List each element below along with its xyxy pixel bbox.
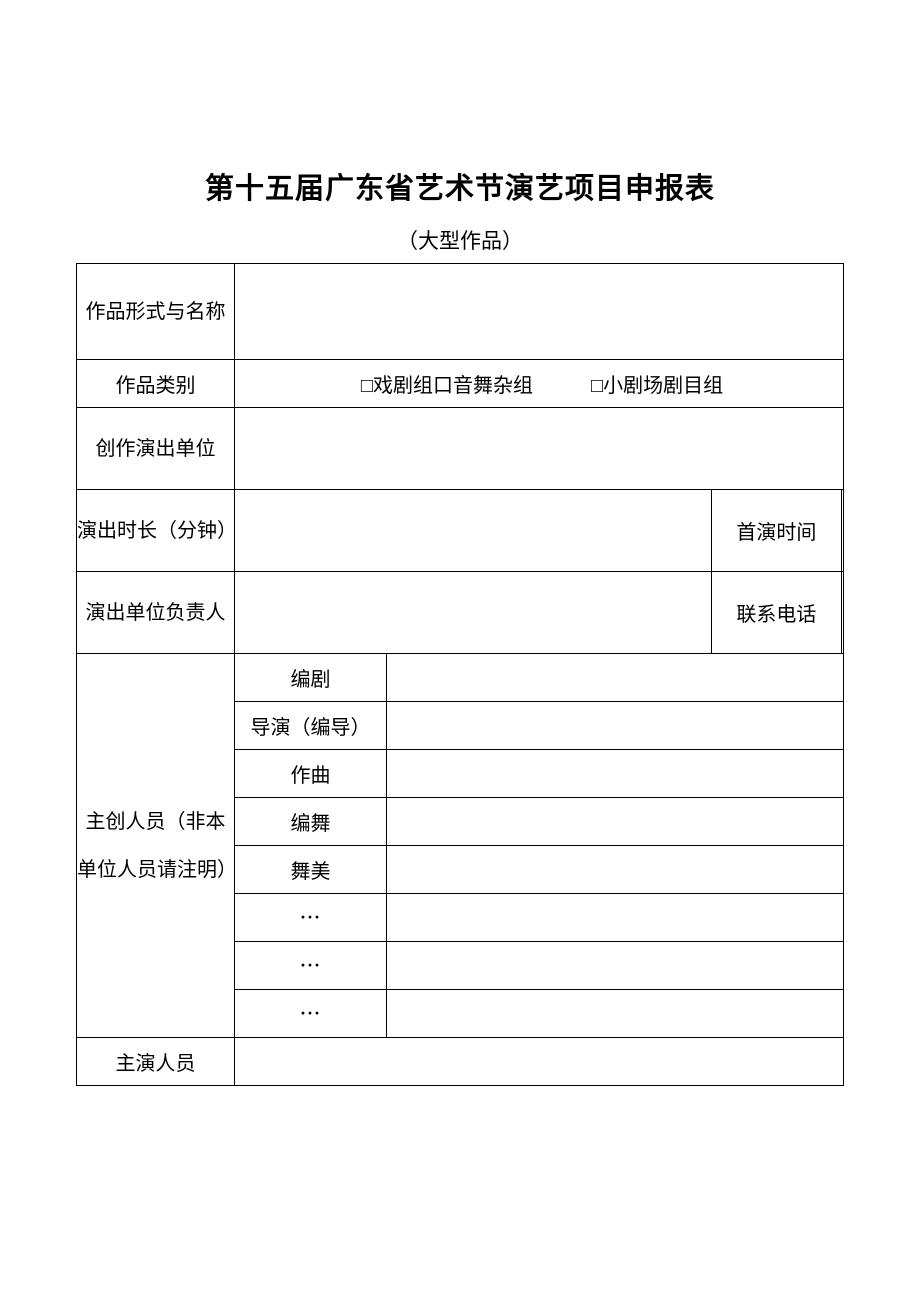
table-row: 主创人员（非本单位人员请注明） 编剧 xyxy=(77,654,844,702)
duration-label: 演出时长（分钟） xyxy=(77,490,235,572)
composer-value[interactable] xyxy=(387,750,844,798)
ellipsis-label: ··· xyxy=(235,942,387,990)
screenwriter-label: 编剧 xyxy=(235,654,387,702)
extra-value-3[interactable] xyxy=(387,990,844,1038)
director-value[interactable] xyxy=(387,702,844,750)
page-subtitle: （大型作品） xyxy=(0,225,920,255)
extra-value-1[interactable] xyxy=(387,894,844,942)
row-label: 创作演出单位 xyxy=(96,438,216,460)
work-form-label: 作品形式与名称 xyxy=(77,264,235,360)
premiere-time-value[interactable] xyxy=(841,490,843,572)
checkbox-drama-group[interactable]: □戏剧组口音舞杂组 xyxy=(361,375,533,397)
contact-phone-value[interactable] xyxy=(841,572,843,654)
creative-staff-label: 主创人员（非本单位人员请注明） xyxy=(77,654,235,1038)
category-options[interactable]: □戏剧组口音舞杂组 □小剧场剧目组 xyxy=(235,360,844,408)
table-row: 创作演出单位 xyxy=(77,408,844,490)
stage-design-label: 舞美 xyxy=(235,846,387,894)
row-label: 主创人员（非本单位人员请注明） xyxy=(77,811,237,881)
ellipsis-label: ··· xyxy=(235,894,387,942)
row-label: 演出单位负责人 xyxy=(86,602,226,624)
contact-phone-label: 联系电话 xyxy=(711,572,841,654)
choreographer-label: 编舞 xyxy=(235,798,387,846)
table-row: 主演人员 xyxy=(77,1038,844,1086)
work-form-value[interactable] xyxy=(235,264,844,360)
composer-label: 作曲 xyxy=(235,750,387,798)
lead-actors-value[interactable] xyxy=(235,1038,844,1086)
category-label: 作品类别 xyxy=(77,360,235,408)
checkbox-small-theater[interactable]: □小剧场剧目组 xyxy=(591,375,723,397)
unit-leader-label: 演出单位负责人 xyxy=(77,572,235,654)
director-label: 导演（编导） xyxy=(235,702,387,750)
ellipsis-label: ··· xyxy=(235,990,387,1038)
stage-design-value[interactable] xyxy=(387,846,844,894)
premiere-time-label: 首演时间 xyxy=(711,490,841,572)
row-label: 演出时长（分钟） xyxy=(77,520,237,542)
lead-actors-label: 主演人员 xyxy=(77,1038,235,1086)
screenwriter-value[interactable] xyxy=(387,654,844,702)
duration-value[interactable] xyxy=(235,490,712,572)
page-title: 第十五届广东省艺术节演艺项目申报表 xyxy=(0,165,920,207)
choreographer-value[interactable] xyxy=(387,798,844,846)
table-row: 演出单位负责人 联系电话 xyxy=(77,572,844,654)
table-row: 演出时长（分钟） 首演时间 xyxy=(77,490,844,572)
table-row: 作品形式与名称 xyxy=(77,264,844,360)
unit-leader-value[interactable] xyxy=(235,572,712,654)
row-label: 作品形式与名称 xyxy=(86,301,226,323)
production-unit-value[interactable] xyxy=(235,408,844,490)
application-form-table: 作品形式与名称 作品类别 □戏剧组口音舞杂组 □小剧场剧目组 创作演出单位 演出… xyxy=(76,263,844,1086)
table-row: 作品类别 □戏剧组口音舞杂组 □小剧场剧目组 xyxy=(77,360,844,408)
production-unit-label: 创作演出单位 xyxy=(77,408,235,490)
extra-value-2[interactable] xyxy=(387,942,844,990)
